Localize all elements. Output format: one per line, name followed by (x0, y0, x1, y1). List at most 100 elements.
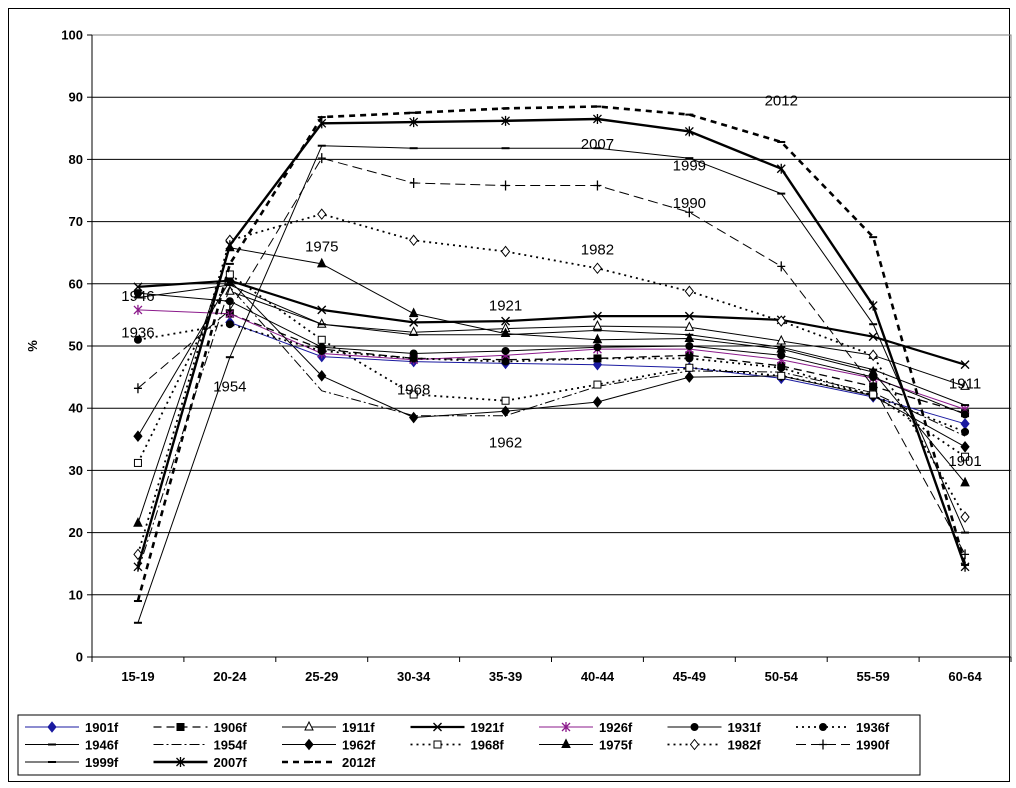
marker-circle (501, 357, 510, 366)
x-tick-label: 20-24 (213, 669, 247, 684)
legend-label: 1982f (728, 738, 762, 753)
marker-square (777, 371, 786, 380)
series-1936f (133, 320, 970, 436)
marker-x (501, 316, 511, 326)
marker-star (868, 300, 878, 311)
marker-triangle (133, 517, 143, 527)
marker-star (561, 722, 571, 732)
legend-item-1954f: 1954f (153, 738, 248, 753)
marker-diamond (960, 440, 970, 453)
legend-label: 1962f (342, 738, 376, 753)
marker-diamond (868, 349, 878, 362)
marker-triangle (960, 380, 970, 390)
series-line (136, 117, 967, 568)
marker-diamond (409, 411, 419, 424)
marker-plus (961, 549, 970, 560)
marker-square (133, 458, 142, 467)
x-tick-label: 55-59 (857, 669, 890, 684)
annotation-label: 1982 (581, 242, 614, 259)
series-1975f (133, 241, 970, 527)
annotation-label: 1936 (121, 324, 154, 341)
x-tick-label: 30-34 (397, 669, 431, 684)
line-annotations: 2012 2007 1999 1990 1982 1975 1946 1921 1936 1954… (121, 92, 981, 470)
marker-x (433, 722, 442, 732)
marker-circle (409, 354, 418, 363)
marker-diamond (409, 234, 419, 247)
marker-circle (133, 335, 142, 344)
marker-triangle (592, 319, 603, 330)
marker-star (225, 240, 235, 251)
series-line (137, 145, 966, 623)
series-2007f (133, 113, 970, 572)
legend-item-1968f: 1968f (410, 738, 505, 753)
series-lines (133, 105, 970, 624)
marker-triangle (592, 333, 603, 344)
marker-circle (685, 354, 694, 363)
marker-diamond (960, 511, 970, 523)
legend-item-1975f: 1975f (539, 738, 633, 753)
legend-label: 1921f (471, 720, 505, 735)
y-tick-label: 20 (69, 525, 83, 540)
legend-item-1931f: 1931f (667, 720, 762, 735)
marker-star (133, 304, 143, 315)
series-1982f (133, 208, 970, 561)
x-tick-label: 45-49 (673, 669, 706, 684)
marker-circle (777, 351, 786, 360)
marker-square (317, 335, 326, 344)
series-1968f (133, 270, 970, 467)
series-line (137, 284, 966, 406)
marker-diamond (317, 370, 327, 382)
marker-triangle (684, 332, 695, 343)
marker-square (501, 396, 510, 405)
marker-circle (961, 427, 970, 436)
marker-plus (593, 180, 602, 191)
marker-diamond (500, 405, 511, 418)
legend-item-1999f: 1999f (25, 755, 119, 770)
marker-star (776, 163, 786, 174)
legend-item-1936f: 1936f (796, 720, 890, 735)
legend-label: 1954f (214, 738, 248, 753)
marker-star (592, 113, 602, 124)
series-line (137, 279, 966, 366)
marker-diamond (960, 417, 970, 430)
marker-triangle (225, 285, 235, 295)
marker-square (869, 390, 878, 399)
marker-triangle (960, 476, 970, 487)
marker-diamond (304, 738, 314, 751)
legend-label: 1968f (471, 738, 505, 753)
marker-triangle (561, 738, 571, 748)
annotation-label: 2012 (765, 92, 798, 109)
series-line (137, 157, 966, 555)
y-tick-label: 50 (69, 339, 83, 354)
marker-plus (777, 261, 786, 272)
legend-label: 1946f (85, 738, 119, 753)
marker-star (133, 561, 143, 572)
marker-star (684, 126, 694, 137)
legend-label: 2012f (342, 755, 376, 770)
marker-square (225, 270, 234, 279)
chart-frame (8, 8, 1010, 782)
annotation-label: 1999 (673, 158, 706, 175)
y-tick-label: 70 (69, 214, 83, 229)
legend: 1901f 1906f 1911f 1921f 1926f 1931f 1936f 1946f… (17, 714, 921, 776)
marker-diamond (500, 245, 511, 258)
marker-circle (819, 723, 827, 731)
legend-label: 1931f (728, 720, 762, 735)
x-tick-label: 60-64 (948, 669, 982, 684)
y-tick-label: 100 (61, 28, 83, 43)
marker-triangle (500, 327, 511, 338)
marker-x (133, 282, 143, 292)
marker-diamond (592, 262, 603, 275)
marker-square (685, 363, 694, 372)
annotation-label: 1911 (949, 375, 981, 392)
marker-triangle (776, 342, 787, 353)
legend-item-1926f: 1926f (539, 720, 633, 735)
marker-diamond (689, 738, 700, 751)
marker-triangle (408, 307, 419, 318)
marker-star (176, 757, 185, 767)
legend-item-1921f: 1921f (410, 720, 505, 735)
marker-diamond (317, 208, 327, 220)
series-line (137, 273, 966, 464)
marker-plus (869, 381, 878, 392)
y-axis-label: % (25, 340, 40, 352)
